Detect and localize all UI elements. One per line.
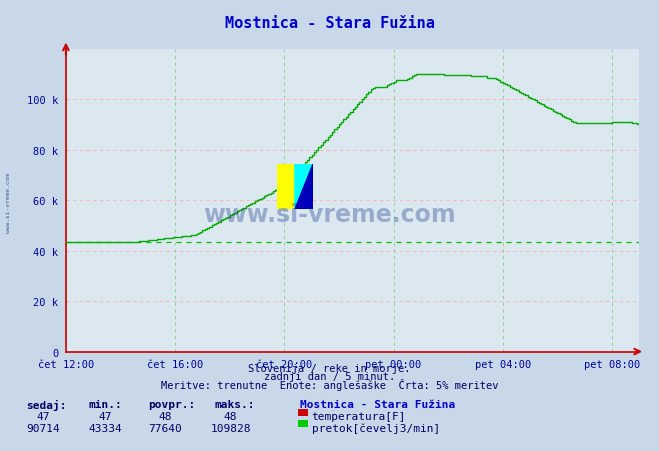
Text: 43334: 43334 xyxy=(88,423,123,433)
Text: min.:: min.: xyxy=(89,399,123,409)
Polygon shape xyxy=(295,165,313,210)
Text: 77640: 77640 xyxy=(148,423,182,433)
Polygon shape xyxy=(295,165,313,210)
Text: Slovenija / reke in morje.: Slovenija / reke in morje. xyxy=(248,363,411,373)
Text: zadnji dan / 5 minut.: zadnji dan / 5 minut. xyxy=(264,371,395,381)
Text: 48: 48 xyxy=(158,411,171,421)
Text: Mostnica - Stara Fužina: Mostnica - Stara Fužina xyxy=(225,16,434,31)
Polygon shape xyxy=(295,165,313,210)
Text: temperatura[F]: temperatura[F] xyxy=(312,411,406,421)
Text: sedaj:: sedaj: xyxy=(26,399,67,410)
Text: 47: 47 xyxy=(36,411,49,421)
Text: maks.:: maks.: xyxy=(214,399,254,409)
Text: Meritve: trenutne  Enote: anglešaške  Črta: 5% meritev: Meritve: trenutne Enote: anglešaške Črta… xyxy=(161,378,498,391)
Text: povpr.:: povpr.: xyxy=(148,399,196,409)
Text: 48: 48 xyxy=(224,411,237,421)
Text: www.si-vreme.com: www.si-vreme.com xyxy=(6,173,11,233)
Text: Mostnica - Stara Fužina: Mostnica - Stara Fužina xyxy=(300,399,455,409)
Text: pretok[čevelj3/min]: pretok[čevelj3/min] xyxy=(312,423,440,433)
Text: 47: 47 xyxy=(99,411,112,421)
Text: www.si-vreme.com: www.si-vreme.com xyxy=(203,202,456,226)
Text: 90714: 90714 xyxy=(26,423,60,433)
Text: 109828: 109828 xyxy=(210,423,251,433)
Polygon shape xyxy=(277,165,295,210)
